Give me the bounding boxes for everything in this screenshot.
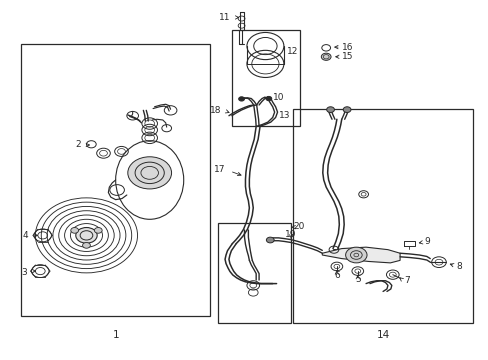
Text: 3: 3 <box>21 268 27 277</box>
Circle shape <box>265 96 271 101</box>
Text: 19: 19 <box>285 230 296 239</box>
Bar <box>292 109 472 323</box>
Text: 10: 10 <box>272 93 284 102</box>
Circle shape <box>127 157 171 189</box>
Bar <box>217 223 290 323</box>
Text: 7: 7 <box>403 276 409 285</box>
Circle shape <box>71 228 79 233</box>
Text: 11: 11 <box>219 13 230 22</box>
Text: 12: 12 <box>286 47 297 56</box>
Text: 13: 13 <box>278 111 289 120</box>
Text: 5: 5 <box>354 275 360 284</box>
Text: 8: 8 <box>455 262 461 271</box>
Circle shape <box>345 247 366 263</box>
Text: 20: 20 <box>292 222 304 231</box>
Text: 2: 2 <box>75 140 81 149</box>
Circle shape <box>76 228 97 243</box>
Text: 18: 18 <box>209 106 221 115</box>
Circle shape <box>326 107 334 112</box>
Circle shape <box>343 107 350 112</box>
Circle shape <box>82 243 90 248</box>
Text: 4: 4 <box>22 231 28 240</box>
Text: 1: 1 <box>112 330 119 341</box>
Text: 16: 16 <box>341 42 352 51</box>
Text: 14: 14 <box>376 330 389 340</box>
Text: 15: 15 <box>341 52 352 61</box>
Text: 9: 9 <box>424 237 429 246</box>
Bar <box>232 30 300 126</box>
Circle shape <box>238 97 244 101</box>
Polygon shape <box>322 247 399 263</box>
Circle shape <box>94 228 102 233</box>
Circle shape <box>266 237 274 243</box>
Text: 6: 6 <box>333 271 339 280</box>
Text: 17: 17 <box>213 166 224 175</box>
Bar <box>21 44 210 316</box>
Circle shape <box>321 53 330 60</box>
